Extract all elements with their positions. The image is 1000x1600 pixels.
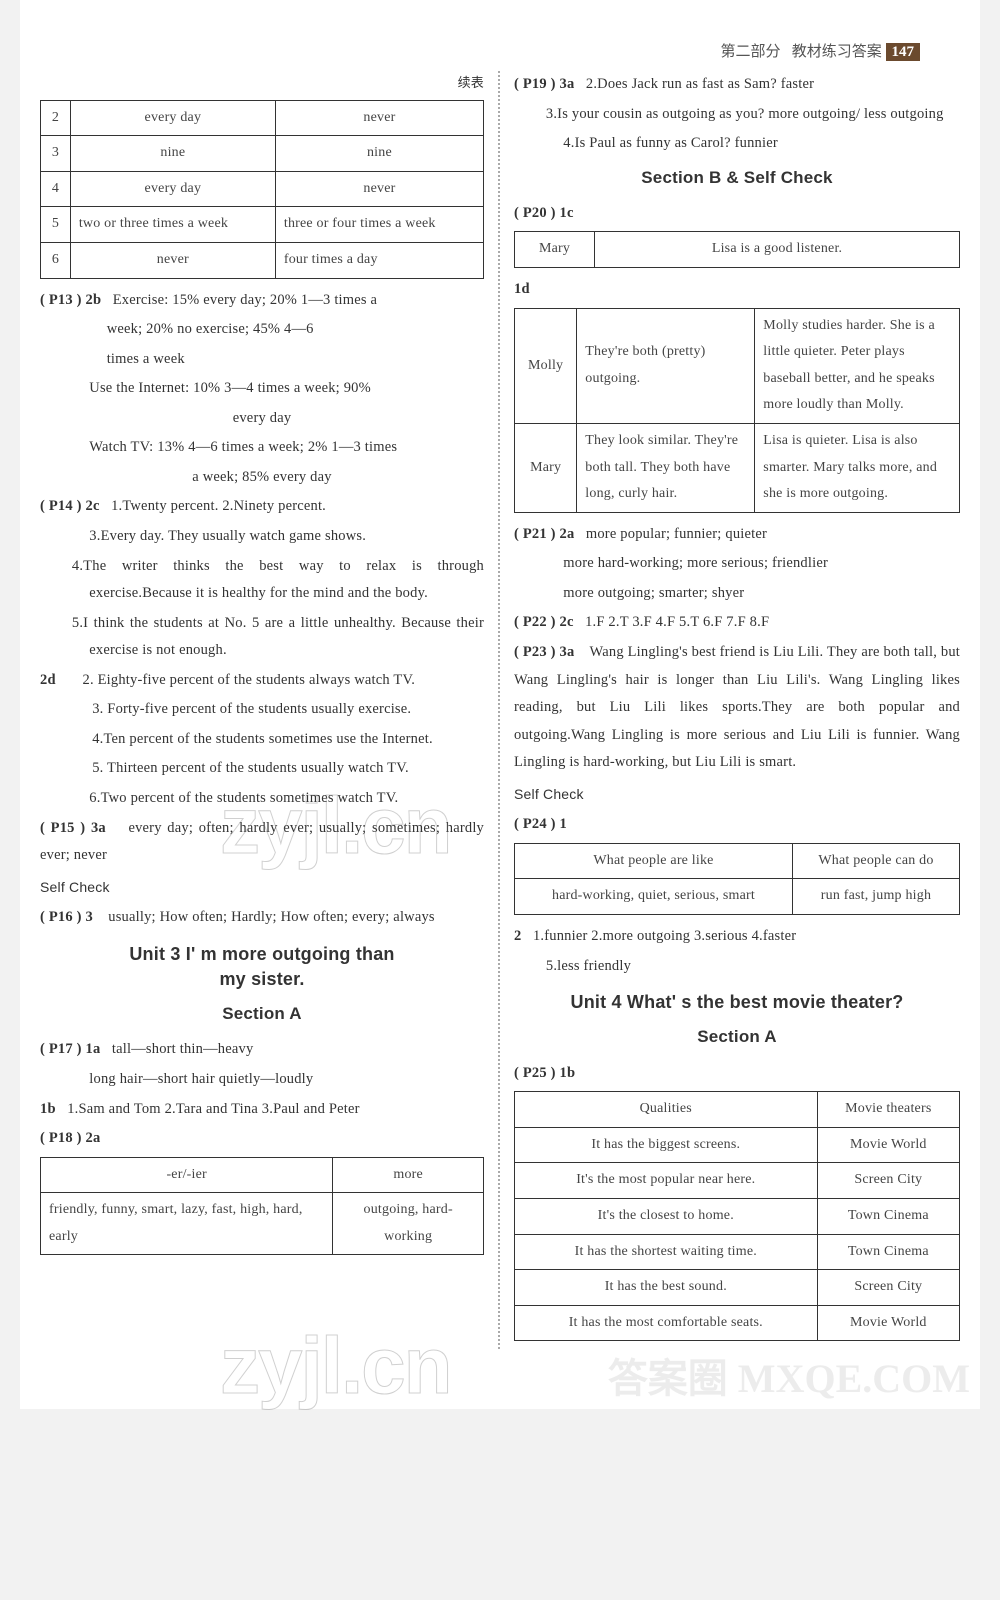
table-1d: Molly They're both (pretty) outgoing. Mo… (514, 308, 960, 513)
p21-label: ( P21 ) 2a (514, 526, 574, 542)
header-title: 教材练习答案 (792, 44, 882, 60)
p19-block: ( P19 ) 3a 2.Does Jack run as fast as Sa… (514, 71, 960, 99)
section-b-heading: Section B & Self Check (514, 162, 960, 194)
table-row: friendly, funny, smart, lazy, fast, high… (41, 1193, 484, 1255)
table-row: It's the most popular near here.Screen C… (515, 1163, 960, 1199)
continued-label: 续表 (40, 71, 484, 96)
table-p24: What people are likeWhat people can do h… (514, 843, 960, 915)
p18-label: ( P18 ) 2a (40, 1125, 484, 1153)
left-column: 续表 2every daynever 3ninenine 4every dayn… (40, 71, 500, 1349)
table-row: It has the shortest waiting time.Town Ci… (515, 1234, 960, 1270)
p13-block: ( P13 ) 2b Exercise: 15% every day; 20% … (40, 287, 484, 315)
1b-block: 1b 1.Sam and Tom 2.Tara and Tina 3.Paul … (40, 1096, 484, 1124)
n2-block: 2 1.funnier 2.more outgoing 3.serious 4.… (514, 923, 960, 951)
table-row: It has the biggest screens.Movie World (515, 1127, 960, 1163)
p23-block: ( P23 ) 3a Wang Lingling's best friend i… (514, 639, 960, 777)
2d-block: 2d 2. Eighty-five percent of the student… (40, 667, 484, 695)
p21-block: ( P21 ) 2a more popular; funnier; quiete… (514, 521, 960, 549)
1d-label: 1d (514, 276, 960, 304)
p25-label: ( P25 ) 1b (514, 1060, 960, 1088)
table-frequencies: 2every daynever 3ninenine 4every dayneve… (40, 100, 484, 279)
table-row: It's the closest to home.Town Cinema (515, 1198, 960, 1234)
two-column-layout: 续表 2every daynever 3ninenine 4every dayn… (40, 71, 960, 1349)
table-p25: QualitiesMovie theaters It has the bigge… (514, 1091, 960, 1341)
p14-label: ( P14 ) 2c (40, 498, 100, 514)
table-row: 6neverfour times a day (41, 243, 484, 279)
corner-logo: 答案圈 MXQE.COM (608, 1359, 970, 1399)
p15-block: ( P15 ) 3a every day; often; hardly ever… (40, 815, 484, 870)
p15-label: ( P15 ) 3a (40, 820, 106, 836)
p16-block: ( P16 ) 3 usually; How often; Hardly; Ho… (40, 904, 484, 932)
unit4-section-a: Section A (514, 1021, 960, 1053)
page-number: 147 (886, 43, 921, 61)
p19-label: ( P19 ) 3a (514, 76, 574, 92)
p24-label: ( P24 ) 1 (514, 811, 960, 839)
table-1c: MaryLisa is a good listener. (514, 231, 960, 268)
p16-label: ( P16 ) 3 (40, 909, 93, 925)
p17-block: ( P17 ) 1a tall—short thin—heavy (40, 1036, 484, 1064)
header-part: 第二部分 (720, 44, 780, 60)
table-row: hard-working, quiet, serious, smartrun f… (515, 879, 960, 915)
table-row: It has the best sound.Screen City (515, 1270, 960, 1306)
unit3-section-a: Section A (40, 998, 484, 1030)
document-page: 第二部分 教材练习答案 147 续表 2every daynever 3nine… (20, 0, 980, 1409)
table-row: It has the most comfortable seats.Movie … (515, 1305, 960, 1341)
unit3-title: Unit 3 I' m more outgoing than my sister… (40, 942, 484, 992)
n2-label: 2 (514, 928, 521, 944)
table-row: Mary They look similar. They're both tal… (515, 424, 960, 513)
self-check-heading: Self Check (40, 874, 484, 901)
page-header: 第二部分 教材练习答案 147 (40, 40, 960, 61)
p23-label: ( P23 ) 3a (514, 644, 574, 660)
2d-label: 2d (40, 672, 56, 688)
p22-label: ( P22 ) 2c (514, 614, 574, 630)
table-row: 4every daynever (41, 171, 484, 207)
table-row: 5two or three times a weekthree or four … (41, 207, 484, 243)
p22-block: ( P22 ) 2c 1.F 2.T 3.F 4.F 5.T 6.F 7.F 8… (514, 609, 960, 637)
table-row: 2every daynever (41, 100, 484, 136)
self-check-heading-2: Self Check (514, 781, 960, 808)
table-row: MaryLisa is a good listener. (515, 232, 960, 268)
table-row: 3ninenine (41, 136, 484, 172)
p20-label: ( P20 ) 1c (514, 200, 960, 228)
1b-label: 1b (40, 1101, 56, 1117)
p17-label: ( P17 ) 1a (40, 1041, 100, 1057)
table-row: What people are likeWhat people can do (515, 843, 960, 879)
table-er-more: -er/-iermore friendly, funny, smart, laz… (40, 1157, 484, 1256)
p13-label: ( P13 ) 2b (40, 292, 101, 308)
table-row: Molly They're both (pretty) outgoing. Mo… (515, 308, 960, 423)
p14-block: ( P14 ) 2c 1.Twenty percent. 2.Ninety pe… (40, 493, 484, 521)
table-row: -er/-iermore (41, 1157, 484, 1193)
right-column: ( P19 ) 3a 2.Does Jack run as fast as Sa… (500, 71, 960, 1349)
unit4-title: Unit 4 What' s the best movie theater? (514, 990, 960, 1015)
table-row: QualitiesMovie theaters (515, 1092, 960, 1128)
